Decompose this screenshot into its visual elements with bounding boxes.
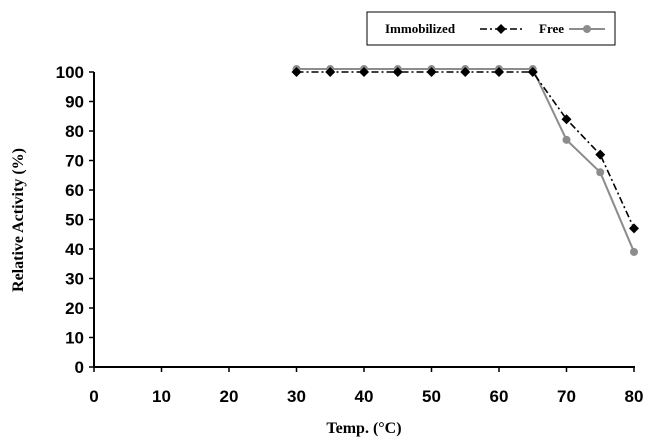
legend: Immobilized Free	[366, 11, 616, 46]
series-line-free	[296, 68, 635, 253]
y-tick-label: 70	[65, 152, 84, 171]
data-point-immobilized	[426, 67, 437, 77]
y-tick-label: 50	[65, 211, 84, 230]
x-tick-label: 10	[152, 387, 171, 406]
y-tick-label: 100	[56, 63, 84, 82]
y-tick-label: 20	[65, 299, 84, 318]
x-tick-label: 40	[355, 387, 374, 406]
legend-label-free: Free	[539, 21, 564, 36]
x-tick-label: 0	[89, 387, 98, 406]
plot-area	[291, 65, 639, 256]
y-tick-label: 60	[65, 181, 84, 200]
y-tick-label: 10	[65, 329, 84, 348]
data-point-immobilized	[359, 67, 369, 77]
x-tick-label: 60	[490, 387, 509, 406]
x-axis-ticks: 0 10 20 30 40 50 60 70 80	[89, 367, 643, 406]
data-point-immobilized	[629, 223, 639, 234]
y-axis-ticks: 0 10 20 30 40 50 60 70 80 90 100	[56, 63, 94, 377]
legend-marker-immobilized	[496, 24, 506, 34]
y-tick-label: 90	[65, 93, 84, 112]
data-point-immobilized	[494, 67, 504, 77]
data-point-immobilized	[392, 67, 403, 77]
x-tick-label: 30	[287, 387, 306, 406]
data-point-immobilized	[325, 67, 336, 77]
data-point-immobilized	[291, 67, 302, 77]
data-point-free	[562, 135, 571, 144]
y-axis-title: Relative Activity (%)	[10, 148, 27, 292]
data-point-free	[630, 247, 638, 256]
x-tick-label: 80	[625, 387, 644, 406]
data-point-immobilized	[460, 67, 471, 77]
legend-label-immobilized: Immobilized	[385, 21, 456, 36]
y-tick-label: 30	[65, 270, 84, 289]
x-tick-label: 50	[422, 387, 441, 406]
data-point-immobilized	[561, 114, 572, 125]
data-point-immobilized	[595, 149, 606, 160]
y-tick-label: 80	[65, 122, 84, 141]
data-point-free	[596, 168, 605, 177]
legend-marker-free	[583, 25, 591, 33]
y-tick-label: 40	[65, 240, 84, 259]
x-tick-label: 20	[220, 387, 239, 406]
series-line-immobilized	[296, 71, 635, 229]
y-tick-label: 0	[75, 358, 84, 377]
data-point-immobilized	[527, 67, 538, 77]
x-tick-label: 70	[557, 387, 576, 406]
x-axis-title: Temp. (°C)	[326, 420, 401, 437]
